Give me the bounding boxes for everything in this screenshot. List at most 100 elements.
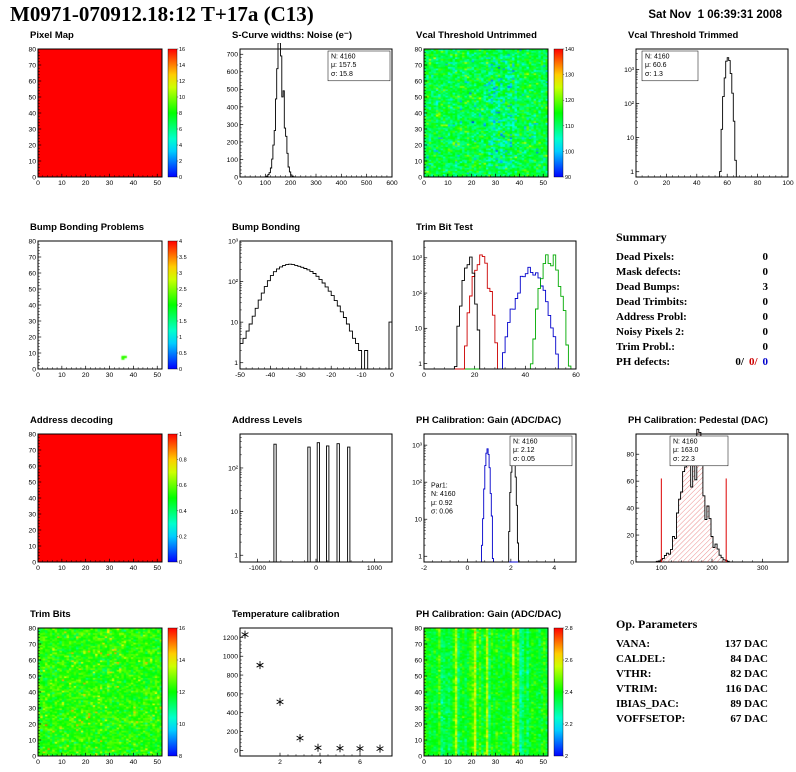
svg-text:1000: 1000 [223,654,238,661]
plot-title: Bump Bonding Problems [30,222,144,233]
op-parameters-title: Op. Parameters [616,617,698,631]
trim-bits-heatmap-canvas [38,628,162,756]
svg-text:1: 1 [418,554,422,561]
svg-text:60: 60 [414,78,422,85]
plot-title: PH Calibration: Pedestal (DAC) [628,415,768,426]
svg-text:1.5: 1.5 [179,319,187,325]
param-label: CALDEL: [616,653,666,665]
svg-text:30: 30 [414,705,422,712]
svg-text:40: 40 [28,110,36,117]
plot-title: Pixel Map [30,30,74,41]
svg-text:2: 2 [179,159,182,165]
svg-text:600: 600 [227,69,239,76]
svg-text:100: 100 [227,157,239,164]
svg-text:N: 4160: N: 4160 [673,439,698,446]
svg-text:1: 1 [234,553,238,560]
svg-text:μ: 0.92: μ: 0.92 [431,500,453,507]
svg-text:40: 40 [130,180,138,187]
svg-text:0: 0 [634,180,638,187]
address-levels-plot-svg: -1000 0 1000 1 10 10² [228,433,393,572]
svg-text:16: 16 [179,47,185,53]
svg-text:20: 20 [414,142,422,149]
ph-gain-map-plot-svg: 2 2.2 2.4 2.6 2.8 0 10 20 30 40 50 0 10 20 30 40 50 60 70 8… [414,625,572,766]
svg-text:1200: 1200 [223,635,238,642]
svg-text:20: 20 [28,334,36,341]
svg-text:0.4: 0.4 [179,509,187,515]
plot-area: 0 0.5 1 1.5 2 2.5 3 3.5 4 0 10 20 30 40 50 0 10 20 30 40 50 6… [10,235,200,385]
plot-bump-bonding-problems: Bump Bonding Problems 0 0.5 1 1.5 2 2.5 3 3.5 4 0… [10,220,212,413]
param-value: 137 DAC [724,638,768,650]
svg-text:70: 70 [28,62,36,69]
svg-text:0: 0 [234,748,238,755]
trim-bits-plot-svg: 8 10 12 14 16 0 10 20 30 40 50 0 10 20 30 40 50 60 70 80 [28,625,185,766]
param-value: 0/0/0 [735,356,768,368]
plot-ph-calibration-gain-map: PH Calibration: Gain (ADC/DAC) 2 2.2 2.4 2.… [396,607,608,770]
svg-text:3: 3 [179,271,182,277]
svg-text:50: 50 [153,565,161,572]
svg-text:σ: 1.3: σ: 1.3 [645,71,663,78]
svg-text:0: 0 [36,759,40,766]
svg-text:0: 0 [179,175,182,181]
svg-text:600: 600 [227,691,239,698]
svg-text:800: 800 [227,672,239,679]
plot-title: Address Levels [232,415,303,426]
svg-text:0.8: 0.8 [179,458,187,464]
svg-text:30: 30 [106,180,114,187]
svg-text:40: 40 [522,372,530,379]
svg-text:0.5: 0.5 [179,351,187,357]
svg-text:50: 50 [539,759,547,766]
svg-text:20: 20 [468,180,476,187]
plot-grid: Pixel Map 0 2 4 6 8 10 12 14 16 0 10 20 30 40 50 0 10 20 3… [10,28,794,770]
svg-text:4: 4 [179,239,182,245]
svg-text:20: 20 [28,142,36,149]
param-label: VOFFSETOP: [616,713,686,725]
svg-text:80: 80 [414,46,422,53]
svg-text:10: 10 [179,95,185,101]
svg-text:110: 110 [565,124,574,130]
svg-text:50: 50 [153,372,161,379]
param-label: PH defects: [616,356,671,368]
plot-address-decoding: Address decoding 0 0.2 0.4 0.6 0.8 1 0 10 20 30 40… [10,413,212,607]
param-value: 116 DAC [725,683,768,695]
svg-text:0: 0 [179,560,182,566]
svg-text:120: 120 [565,98,574,104]
svg-text:400: 400 [227,710,239,717]
svg-text:40: 40 [516,759,524,766]
svg-text:10: 10 [414,158,422,165]
plot-title: Bump Bonding [232,222,301,233]
svg-text:20: 20 [82,565,90,572]
svg-text:30: 30 [28,318,36,325]
svg-text:2: 2 [509,565,513,572]
svg-text:40: 40 [130,565,138,572]
svg-text:10³: 10³ [412,255,423,262]
svg-text:500: 500 [227,87,239,94]
svg-text:80: 80 [28,431,36,438]
plot-title: Vcal Threshold Trimmed [628,30,739,41]
svg-text:8: 8 [179,111,182,117]
svg-text:20: 20 [663,180,671,187]
svg-text:50: 50 [28,479,36,486]
svg-text:10: 10 [58,372,66,379]
svg-text:200: 200 [227,729,239,736]
param-value: 0 [762,341,769,353]
svg-text:-2: -2 [421,565,427,572]
svg-text:50: 50 [28,94,36,101]
svg-text:-10: -10 [357,372,367,379]
svg-text:0: 0 [238,180,242,187]
vcal-untrimmed-plot-svg: 90 100 110 120 130 140 0 10 20 30 40 50 0 10 20 30 40 50 6… [414,46,574,187]
param-value: 67 DAC [730,713,768,725]
plot-scurve-noise: S-Curve widths: Noise (e⁻) 0 100 200 300 400… [212,28,398,220]
svg-text:300: 300 [227,122,239,129]
svg-text:-20: -20 [326,372,336,379]
svg-text:30: 30 [28,126,36,133]
svg-text:100: 100 [565,149,574,155]
svg-text:20: 20 [82,759,90,766]
param-label: Address Probl: [616,311,687,323]
plot-address-levels: Address Levels -1000 0 1000 1 10 10² [212,413,396,607]
svg-text:30: 30 [106,565,114,572]
svg-text:N: 4160: N: 4160 [431,491,456,498]
plot-area: 0 100 200 300 400 500 600 0 100 200 300 400 500 600 70… [212,43,402,193]
svg-text:30: 30 [106,372,114,379]
svg-text:40: 40 [626,506,634,513]
param-label: VTRIM: [616,683,658,695]
